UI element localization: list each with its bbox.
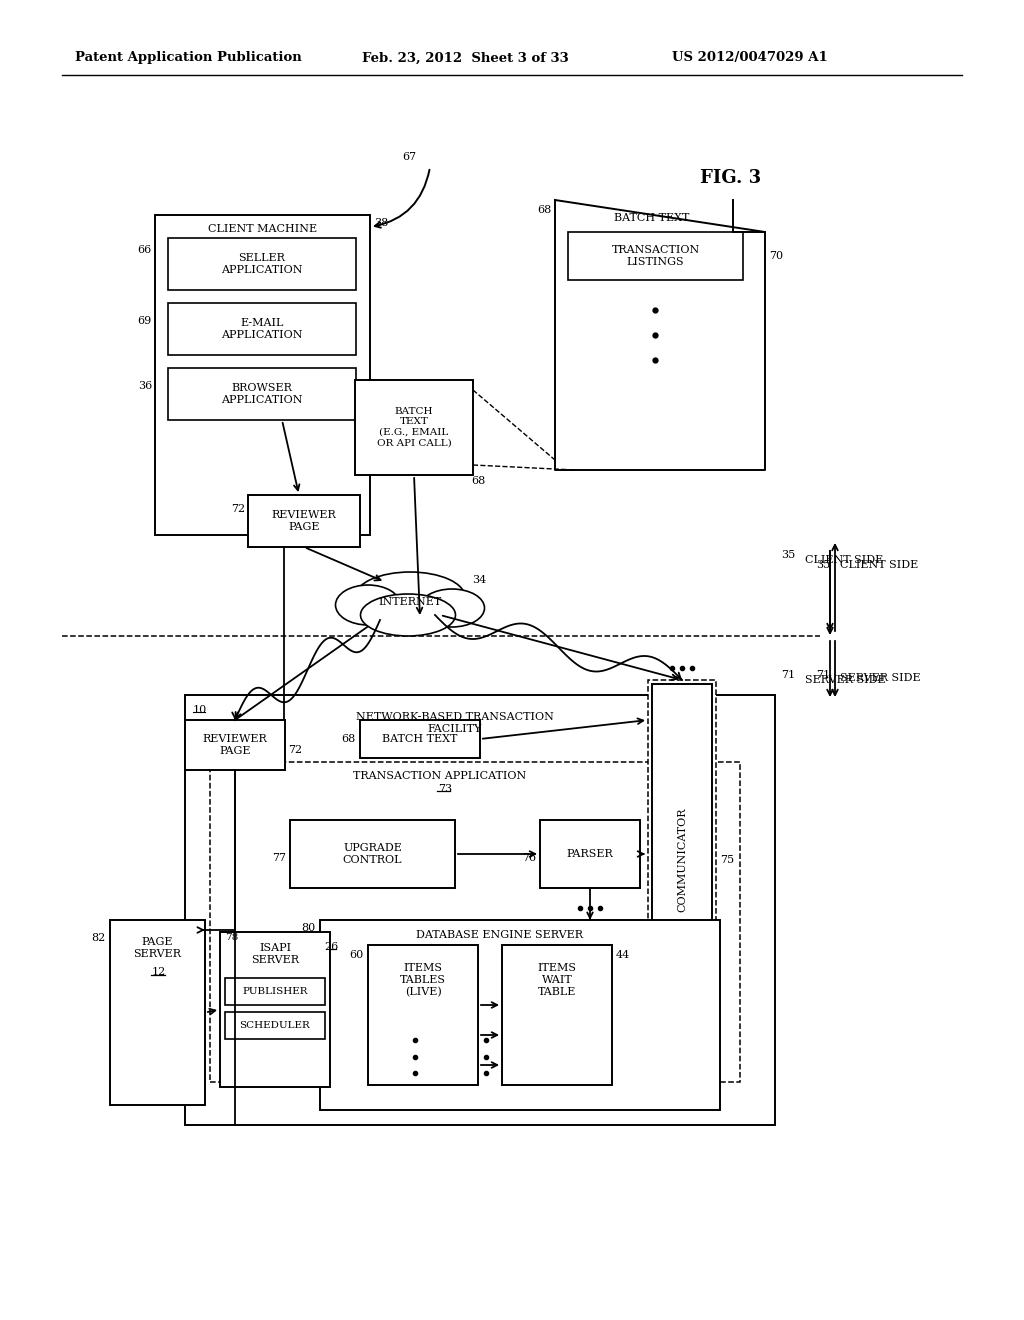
Text: 34: 34 [472, 576, 486, 585]
Text: 60: 60 [350, 950, 364, 960]
Text: SERVER SIDE: SERVER SIDE [840, 673, 921, 682]
Polygon shape [555, 201, 765, 470]
Text: 35: 35 [780, 550, 795, 560]
Text: 68: 68 [342, 734, 356, 744]
Text: 44: 44 [616, 950, 630, 960]
Text: CLIENT SIDE: CLIENT SIDE [805, 554, 884, 565]
Text: 76: 76 [522, 853, 536, 863]
Text: TRANSACTION APPLICATION: TRANSACTION APPLICATION [353, 771, 526, 781]
Text: 68: 68 [537, 205, 551, 215]
Text: PUBLISHER: PUBLISHER [243, 986, 308, 995]
FancyBboxPatch shape [168, 238, 356, 290]
FancyBboxPatch shape [168, 304, 356, 355]
Text: 26: 26 [324, 942, 338, 952]
Text: 35: 35 [816, 560, 830, 570]
Text: UPGRADE
CONTROL: UPGRADE CONTROL [343, 843, 402, 865]
Text: 38: 38 [374, 218, 388, 228]
Text: REVIEWER
PAGE: REVIEWER PAGE [271, 511, 336, 532]
Text: 68: 68 [471, 477, 485, 486]
Text: PAGE
SERVER: PAGE SERVER [133, 937, 181, 958]
FancyBboxPatch shape [110, 920, 205, 1105]
Text: Feb. 23, 2012  Sheet 3 of 33: Feb. 23, 2012 Sheet 3 of 33 [362, 51, 568, 65]
Text: TRANSACTION
LISTINGS: TRANSACTION LISTINGS [611, 246, 699, 267]
Text: Patent Application Publication: Patent Application Publication [75, 51, 302, 65]
FancyBboxPatch shape [368, 945, 478, 1085]
Text: PARSER: PARSER [566, 849, 613, 859]
Text: ITEMS
WAIT
TABLE: ITEMS WAIT TABLE [538, 964, 577, 997]
FancyBboxPatch shape [225, 1012, 325, 1039]
Text: BATCH TEXT: BATCH TEXT [382, 734, 458, 744]
Text: BROWSER
APPLICATION: BROWSER APPLICATION [221, 383, 303, 405]
Text: SCHEDULER: SCHEDULER [240, 1020, 310, 1030]
Text: CLIENT SIDE: CLIENT SIDE [840, 560, 919, 570]
Text: CLIENT MACHINE: CLIENT MACHINE [208, 224, 317, 234]
FancyBboxPatch shape [568, 232, 743, 280]
Ellipse shape [420, 589, 484, 627]
Text: 73: 73 [438, 784, 453, 795]
FancyBboxPatch shape [540, 820, 640, 888]
FancyBboxPatch shape [185, 719, 285, 770]
Text: 72: 72 [288, 744, 302, 755]
FancyBboxPatch shape [225, 978, 325, 1005]
Text: 10: 10 [193, 705, 207, 715]
FancyBboxPatch shape [168, 368, 356, 420]
FancyBboxPatch shape [648, 680, 716, 1040]
FancyBboxPatch shape [319, 920, 720, 1110]
Text: SELLER
APPLICATION: SELLER APPLICATION [221, 253, 303, 275]
Text: 71: 71 [781, 671, 795, 680]
Text: 78: 78 [225, 933, 239, 942]
Text: 77: 77 [272, 853, 286, 863]
Text: INTERNET: INTERNET [379, 597, 441, 607]
FancyBboxPatch shape [248, 495, 360, 546]
Text: ITEMS
TABLES
(LIVE): ITEMS TABLES (LIVE) [400, 964, 446, 997]
Ellipse shape [360, 594, 456, 636]
Text: DATABASE ENGINE SERVER: DATABASE ENGINE SERVER [417, 931, 584, 940]
FancyBboxPatch shape [355, 380, 473, 475]
FancyBboxPatch shape [652, 684, 712, 1036]
Text: REVIEWER
PAGE: REVIEWER PAGE [203, 734, 267, 756]
FancyBboxPatch shape [155, 215, 370, 535]
Text: 75: 75 [720, 855, 734, 865]
Text: 12: 12 [152, 968, 166, 977]
FancyBboxPatch shape [502, 945, 612, 1085]
Text: 80: 80 [301, 923, 315, 933]
Text: ISAPI
SERVER: ISAPI SERVER [251, 944, 299, 965]
Text: 71: 71 [816, 671, 830, 680]
Text: BATCH
TEXT
(E.G., EMAIL
OR API CALL): BATCH TEXT (E.G., EMAIL OR API CALL) [377, 407, 452, 447]
Text: 66: 66 [138, 246, 152, 255]
Ellipse shape [355, 572, 465, 622]
Text: FIG. 3: FIG. 3 [700, 169, 761, 187]
Text: 36: 36 [138, 381, 152, 391]
FancyBboxPatch shape [360, 719, 480, 758]
Text: SERVER SIDE: SERVER SIDE [805, 675, 886, 685]
Text: 70: 70 [769, 251, 783, 261]
Text: 72: 72 [230, 504, 245, 513]
Text: 67: 67 [402, 152, 416, 162]
Ellipse shape [336, 585, 400, 624]
Text: 69: 69 [138, 315, 152, 326]
Text: BATCH TEXT: BATCH TEXT [614, 213, 690, 223]
Text: 82: 82 [92, 933, 106, 942]
FancyBboxPatch shape [210, 762, 740, 1082]
FancyBboxPatch shape [185, 696, 775, 1125]
Text: COMMUNICATOR: COMMUNICATOR [677, 808, 687, 912]
Text: NETWORK-BASED TRANSACTION
FACILITY: NETWORK-BASED TRANSACTION FACILITY [356, 713, 554, 734]
FancyBboxPatch shape [290, 820, 455, 888]
Text: E-MAIL
APPLICATION: E-MAIL APPLICATION [221, 318, 303, 339]
Text: US 2012/0047029 A1: US 2012/0047029 A1 [672, 51, 827, 65]
FancyBboxPatch shape [220, 932, 330, 1086]
